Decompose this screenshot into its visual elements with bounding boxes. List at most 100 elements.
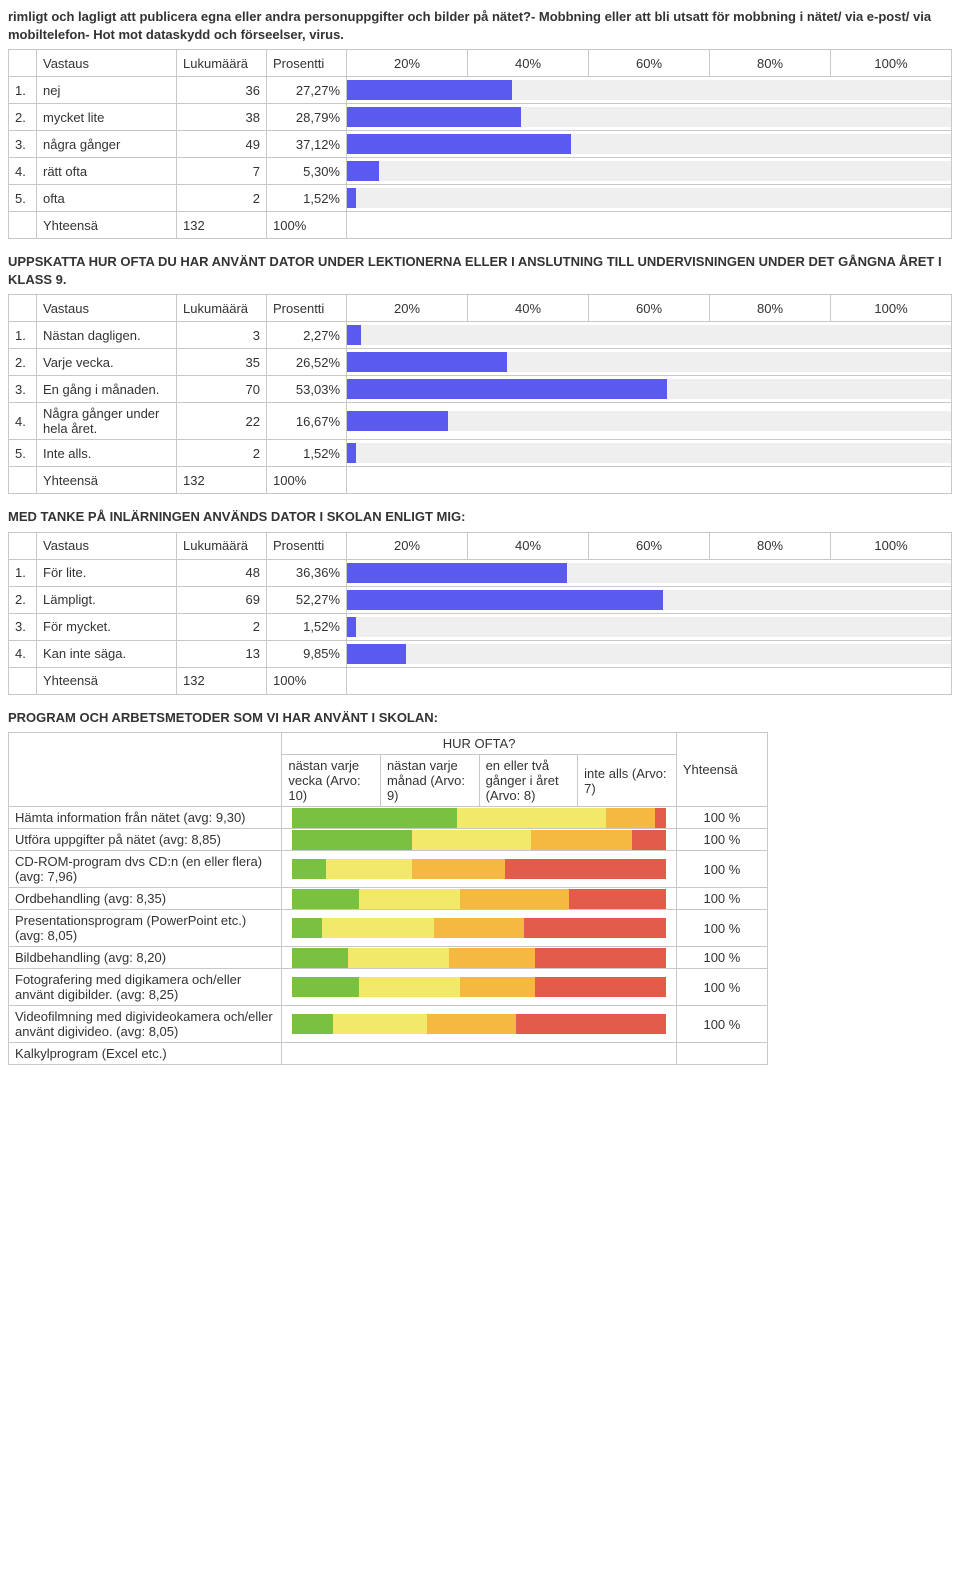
table-header-row: Vastaus Lukumäärä Prosentti 20% 40% 60% …: [9, 295, 952, 322]
table-row: 3.En gång i månaden.7053,03%: [9, 376, 952, 403]
stacked-bar: [282, 947, 676, 969]
table-header-row: Vastaus Lukumäärä Prosentti 20% 40% 60% …: [9, 532, 952, 559]
row-count: 7: [177, 158, 267, 185]
table-row: 5.Inte alls.21,52%: [9, 440, 952, 467]
intro-text: rimligt och lagligt att publicera egna e…: [8, 8, 952, 43]
row-answer: Inte alls.: [37, 440, 177, 467]
row-count: 3: [177, 322, 267, 349]
stacked-row-last: Kalkylprogram (Excel etc.): [9, 1043, 768, 1065]
table-row: 1.nej3627,27%: [9, 77, 952, 104]
stacked-row: Bildbehandling (avg: 8,20)100 %: [9, 947, 768, 969]
stacked-label: Bildbehandling (avg: 8,20): [9, 947, 282, 969]
row-answer: ofta: [37, 185, 177, 212]
row-percent: 37,12%: [267, 131, 347, 158]
hur-ofta-header: HUR OFTA?: [282, 733, 676, 755]
row-answer: För lite.: [37, 559, 177, 586]
stacked-bar: [282, 851, 676, 888]
col-b: nästan varje månad (Arvo: 9): [380, 755, 479, 807]
table-row: 2.Lämpligt.6952,27%: [9, 586, 952, 613]
q3-heading: MED TANKE PÅ INLÄRNINGEN ANVÄNDS DATOR I…: [8, 508, 952, 526]
hdr-100: 100%: [831, 295, 952, 322]
row-count: 38: [177, 104, 267, 131]
total-row: Yhteensä 132 100%: [9, 667, 952, 694]
row-num: 3.: [9, 131, 37, 158]
yhteensa-header: Yhteensä: [676, 733, 767, 807]
stacked-label: Fotografering med digikamera och/eller a…: [9, 969, 282, 1006]
hdr-prosentti: Prosentti: [267, 532, 347, 559]
stacked-total: 100 %: [676, 807, 767, 829]
hdr-lukumaara: Lukumäärä: [177, 532, 267, 559]
row-percent: 28,79%: [267, 104, 347, 131]
survey-table-q3: Vastaus Lukumäärä Prosentti 20% 40% 60% …: [8, 532, 952, 695]
row-count: 49: [177, 131, 267, 158]
stacked-label: CD-ROM-program dvs CD:n (en eller flera)…: [9, 851, 282, 888]
hdr-40: 40%: [468, 50, 589, 77]
stacked-total: 100 %: [676, 1006, 767, 1043]
row-num: 2.: [9, 349, 37, 376]
total-n: 132: [177, 467, 267, 494]
hdr-40: 40%: [468, 295, 589, 322]
hdr-40: 40%: [468, 532, 589, 559]
row-num: 3.: [9, 613, 37, 640]
stacked-bar: [282, 969, 676, 1006]
row-answer: För mycket.: [37, 613, 177, 640]
row-num: 4.: [9, 403, 37, 440]
table-row: 4.Kan inte säga.139,85%: [9, 640, 952, 667]
row-percent: 16,67%: [267, 403, 347, 440]
stacked-total: 100 %: [676, 829, 767, 851]
row-answer: mycket lite: [37, 104, 177, 131]
row-percent: 26,52%: [267, 349, 347, 376]
hdr-20: 20%: [347, 295, 468, 322]
row-num: 2.: [9, 586, 37, 613]
row-answer: Varje vecka.: [37, 349, 177, 376]
row-bar: [347, 613, 952, 640]
row-count: 22: [177, 403, 267, 440]
row-percent: 1,52%: [267, 613, 347, 640]
table-row: 3.några gånger4937,12%: [9, 131, 952, 158]
row-percent: 9,85%: [267, 640, 347, 667]
table-row: 5.ofta21,52%: [9, 185, 952, 212]
total-label: Yhteensä: [37, 467, 177, 494]
row-percent: 53,03%: [267, 376, 347, 403]
row-num: 1.: [9, 559, 37, 586]
row-bar: [347, 559, 952, 586]
row-bar: [347, 185, 952, 212]
row-count: 48: [177, 559, 267, 586]
stacked-row: Presentationsprogram (PowerPoint etc.) (…: [9, 910, 768, 947]
row-percent: 5,30%: [267, 158, 347, 185]
hdr-prosentti: Prosentti: [267, 295, 347, 322]
row-bar: [347, 440, 952, 467]
table-row: 3.För mycket.21,52%: [9, 613, 952, 640]
stacked-label: Hämta information från nätet (avg: 9,30): [9, 807, 282, 829]
stacked-bar: [282, 910, 676, 947]
hdr-60: 60%: [589, 295, 710, 322]
hdr-60: 60%: [589, 50, 710, 77]
row-bar: [347, 131, 952, 158]
row-num: 5.: [9, 440, 37, 467]
row-percent: 1,52%: [267, 440, 347, 467]
col-c: en eller två gånger i året (Arvo: 8): [479, 755, 578, 807]
hdr-80: 80%: [710, 532, 831, 559]
total-pct: 100%: [267, 667, 347, 694]
row-answer: En gång i månaden.: [37, 376, 177, 403]
total-label: Yhteensä: [37, 212, 177, 239]
row-bar: [347, 322, 952, 349]
row-bar: [347, 158, 952, 185]
hdr-vastaus: Vastaus: [37, 295, 177, 322]
hdr-100: 100%: [831, 50, 952, 77]
stacked-row: Videofilmning med digivideokamera och/el…: [9, 1006, 768, 1043]
stacked-label: Presentationsprogram (PowerPoint etc.) (…: [9, 910, 282, 947]
stacked-bar: [282, 1006, 676, 1043]
row-count: 70: [177, 376, 267, 403]
hdr-80: 80%: [710, 50, 831, 77]
stacked-label: Videofilmning med digivideokamera och/el…: [9, 1006, 282, 1043]
table-row: 1.För lite.4836,36%: [9, 559, 952, 586]
stacked-row: CD-ROM-program dvs CD:n (en eller flera)…: [9, 851, 768, 888]
total-pct: 100%: [267, 212, 347, 239]
hdr-20: 20%: [347, 532, 468, 559]
table-row: 4.rätt ofta75,30%: [9, 158, 952, 185]
q4-heading: PROGRAM OCH ARBETSMETODER SOM VI HAR ANV…: [8, 709, 952, 727]
table-row: 2.mycket lite3828,79%: [9, 104, 952, 131]
row-percent: 1,52%: [267, 185, 347, 212]
row-answer: Nästan dagligen.: [37, 322, 177, 349]
